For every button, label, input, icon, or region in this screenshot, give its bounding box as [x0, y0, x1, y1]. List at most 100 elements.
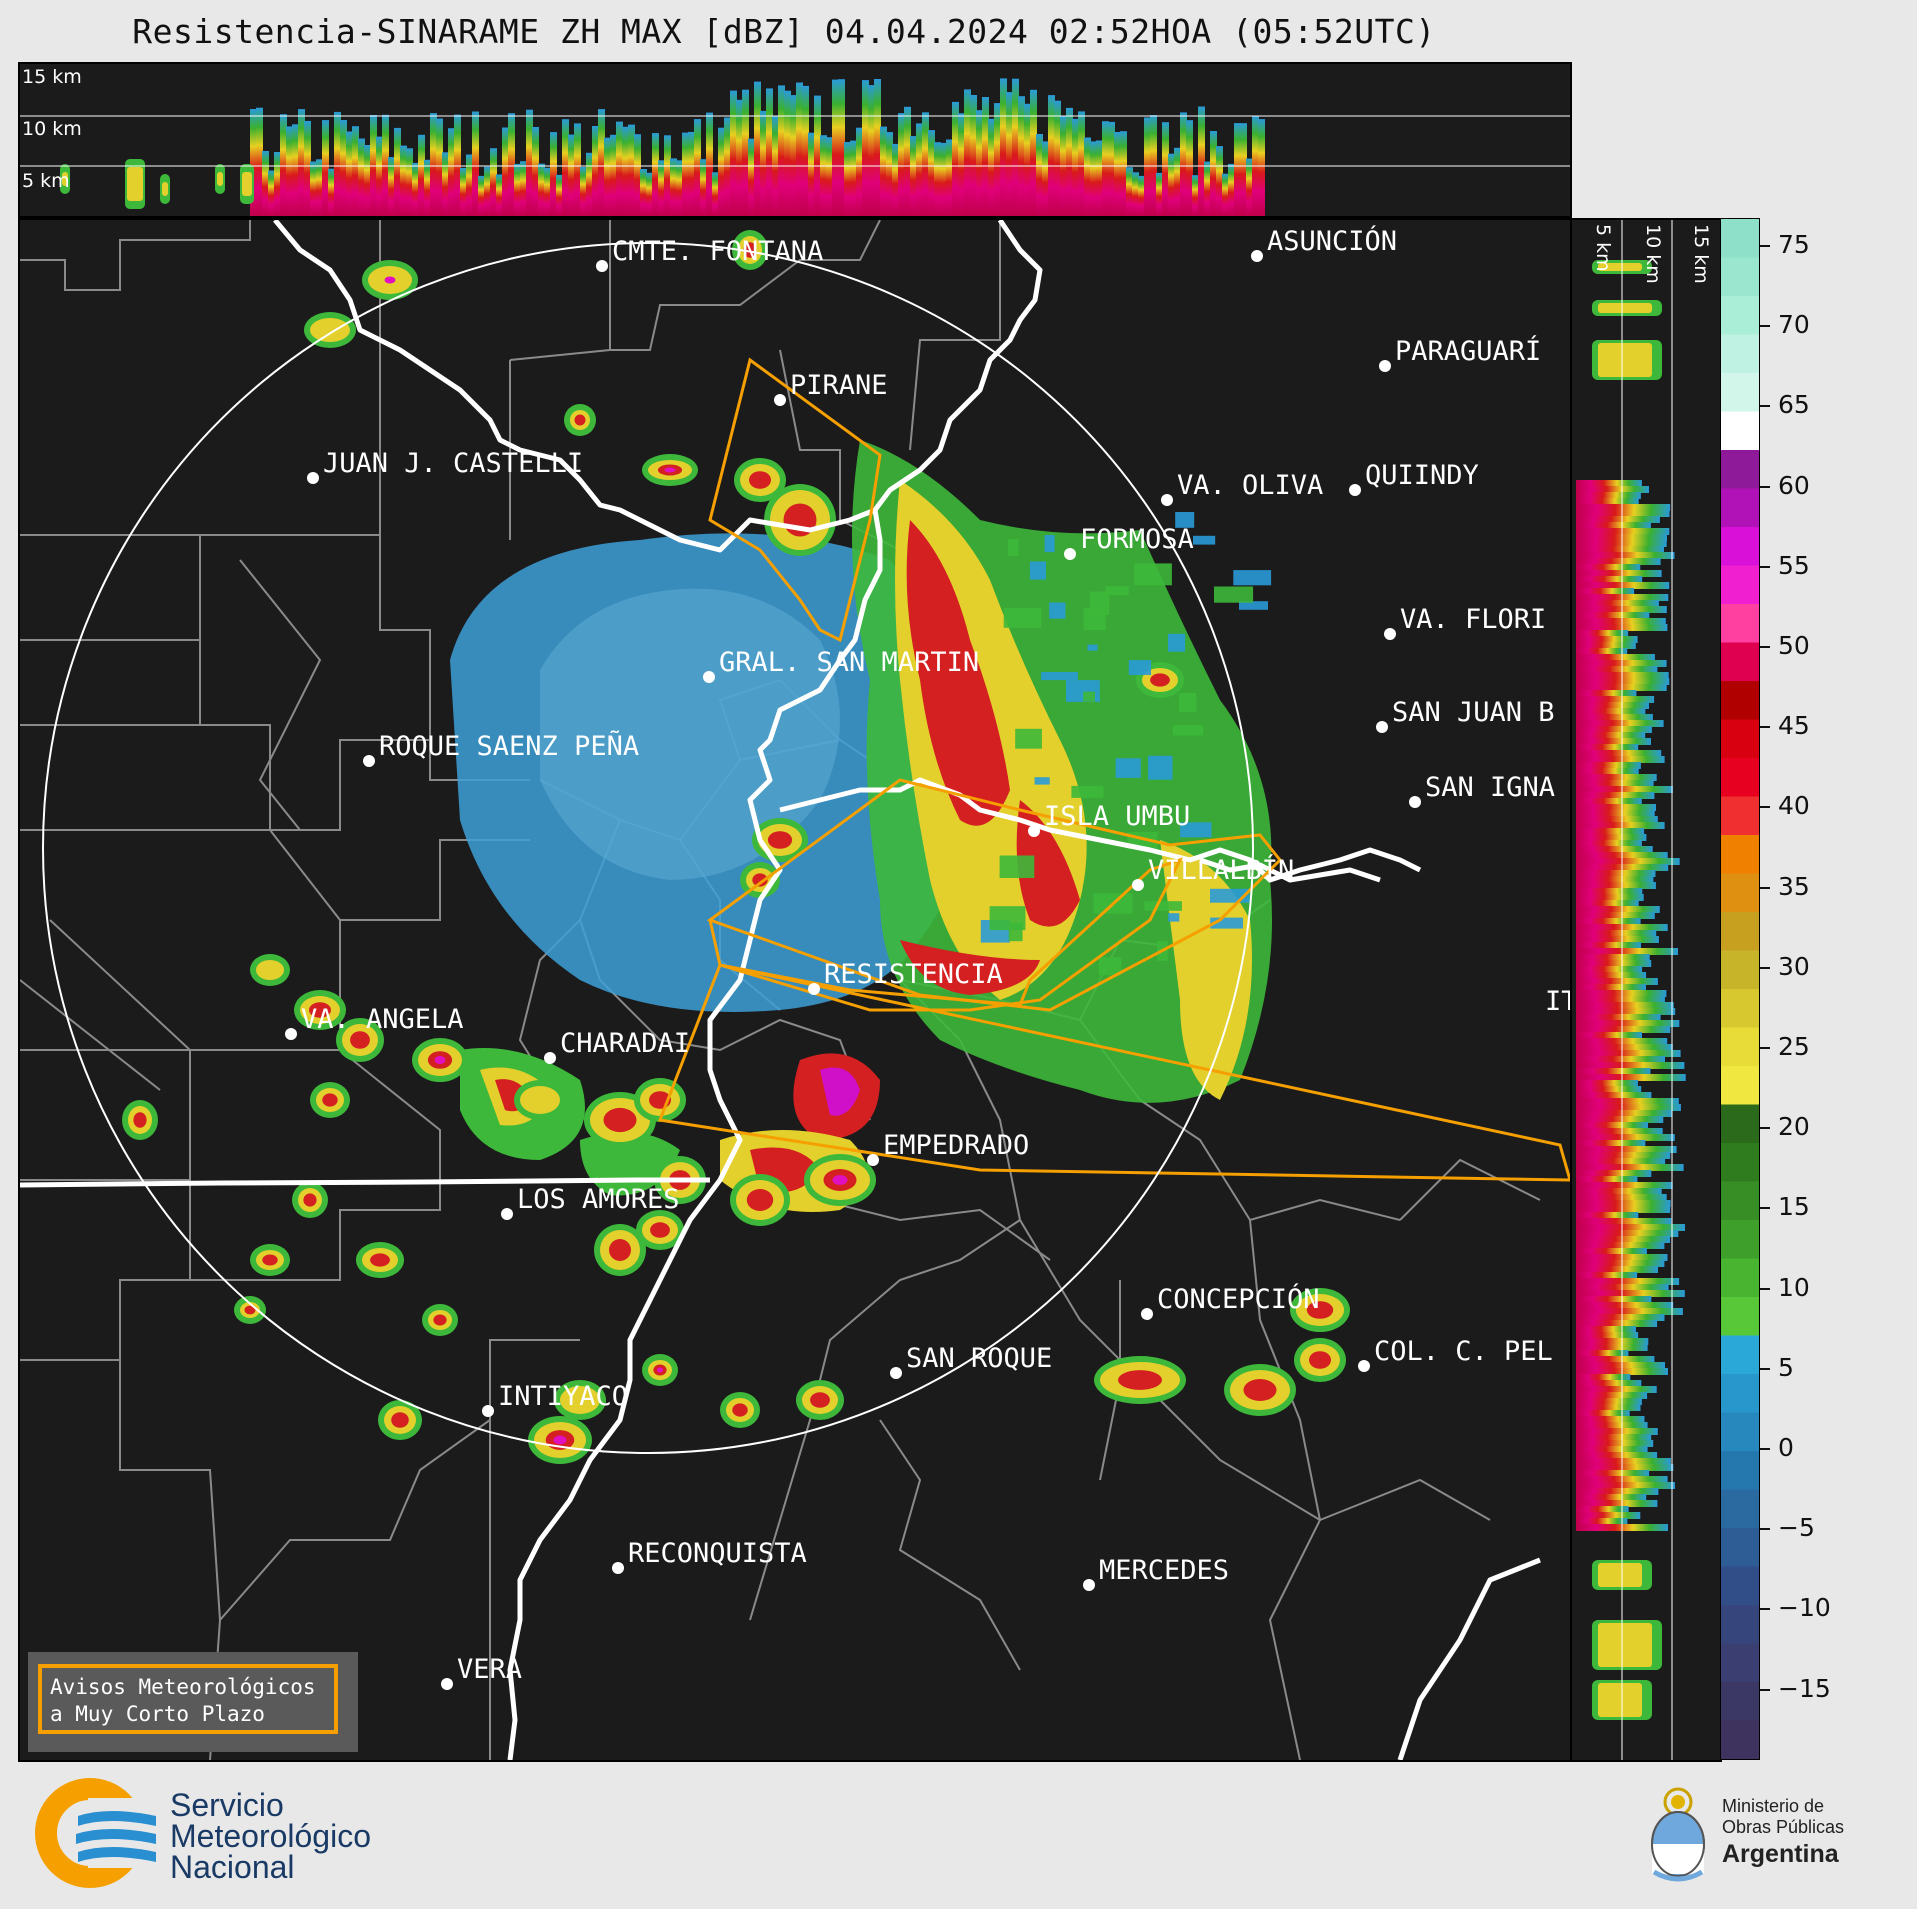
city-va-oliva: VA. OLIVA [1161, 470, 1323, 506]
city-mercedes: MERCEDES [1083, 1555, 1229, 1591]
svg-text:SAN IGNA: SAN IGNA [1425, 772, 1555, 803]
city-labels: CMTE. FONTANA ASUNCIÓN PIRANE PARAGUARÍ JUAN… [285, 225, 1570, 1690]
range-ring [42, 242, 1254, 1454]
colorbar-tick: 30 [1760, 952, 1810, 981]
colorbar-tick: 5 [1760, 1353, 1794, 1382]
svg-text:VA. FLORI: VA. FLORI [1400, 604, 1546, 635]
svg-text:ISLA UMBU: ISLA UMBU [1044, 801, 1190, 832]
side-level-15km: 15 km [1690, 224, 1712, 284]
svg-text:ASUNCIÓN: ASUNCIÓN [1267, 225, 1397, 257]
city-paraguar-: PARAGUARÍ [1379, 335, 1541, 372]
colorbar-tick: 25 [1760, 1032, 1810, 1061]
map-title: Resistencia-SINARAME ZH MAX [dBZ] 04.04.… [132, 12, 1436, 51]
smn-logo-line1: Servicio [170, 1787, 284, 1823]
reflectivity-echoes [122, 230, 1350, 1464]
city-reconquista: RECONQUISTA [612, 1538, 807, 1574]
svg-text:ROQUE SAENZ PEÑA: ROQUE SAENZ PEÑA [379, 730, 639, 762]
ministry-logo-line3: Argentina [1722, 1840, 1839, 1868]
colorbar-tick: 20 [1760, 1112, 1810, 1141]
svg-text:SAN JUAN B: SAN JUAN B [1392, 697, 1555, 728]
warning-legend: Avisos Meteorológicos a Muy Corto Plazo [28, 1652, 358, 1752]
colorbar-tick: 75 [1760, 230, 1810, 259]
warning-legend-line1: Avisos Meteorológicos [50, 1675, 316, 1699]
city-san-juan-b: SAN JUAN B [1376, 697, 1555, 733]
svg-text:LOS AMORES: LOS AMORES [517, 1184, 680, 1215]
colorbar-tick: −5 [1760, 1513, 1815, 1542]
colorbar-tick: 65 [1760, 390, 1810, 419]
side-level-10km: 10 km [1642, 224, 1664, 284]
city-san-igna: SAN IGNA [1409, 772, 1555, 808]
smn-logo-icon [35, 1778, 158, 1888]
top-level-10km: 10 km [22, 118, 82, 140]
colorbar-tick: 45 [1760, 711, 1810, 740]
city-vera: VERA [441, 1654, 522, 1690]
colorbar-tick: 40 [1760, 791, 1810, 820]
warning-legend-line2: a Muy Corto Plazo [50, 1702, 265, 1726]
svg-text:COL. C. PEL: COL. C. PEL [1374, 1336, 1553, 1367]
smn-logo-line3: Nacional [170, 1849, 295, 1885]
city-col-c-pel: COL. C. PEL [1358, 1336, 1553, 1372]
svg-text:SAN ROQUE: SAN ROQUE [906, 1343, 1052, 1374]
city-resistencia: RESISTENCIA [808, 959, 1003, 995]
ministry-logo-line1: Ministerio de [1722, 1796, 1825, 1816]
city-charadai: CHARADAI [544, 1028, 690, 1064]
smn-logo-line2: Meteorológico [170, 1818, 371, 1854]
colorbar-tick: −15 [1760, 1674, 1831, 1703]
city-formosa: FORMOSA [1064, 524, 1194, 560]
colorbar-tick: 55 [1760, 551, 1810, 580]
ministry-logo: Ministerio de Obras Públicas Argentina [1640, 1782, 1910, 1892]
argentina-coat-of-arms-icon [1651, 1787, 1705, 1882]
city-cmte-fontana: CMTE. FONTANA [596, 236, 823, 272]
city-intiyaco: INTIYACO [482, 1381, 628, 1417]
svg-text:PIRANE: PIRANE [790, 370, 888, 401]
city-roque-saenz-pe-a: ROQUE SAENZ PEÑA [363, 730, 639, 767]
svg-text:GRAL. SAN MARTIN: GRAL. SAN MARTIN [719, 647, 979, 678]
city-quiindy: QUIINDY [1349, 460, 1479, 496]
svg-text:PARAGUARÍ: PARAGUARÍ [1395, 335, 1541, 367]
side-cross-section-plot [1576, 220, 1686, 1760]
svg-text:RECONQUISTA: RECONQUISTA [628, 1538, 807, 1569]
smn-logo: Servicio Meteorológico Nacional [28, 1778, 448, 1888]
city-asunci-n: ASUNCIÓN [1251, 225, 1397, 262]
warning-polygons [657, 357, 1570, 1182]
colorbar-tick: 60 [1760, 471, 1810, 500]
svg-text:VA. ANGELA: VA. ANGELA [301, 1004, 464, 1035]
side-cross-section-panel: 5 km 10 km 15 km [1570, 218, 1722, 1762]
top-level-15km: 15 km [22, 66, 82, 88]
city-gral-san-martin: GRAL. SAN MARTIN [703, 647, 979, 683]
svg-text:FORMOSA: FORMOSA [1080, 524, 1194, 555]
svg-text:RESISTENCIA: RESISTENCIA [824, 959, 1003, 990]
city-san-roque: SAN ROQUE [890, 1343, 1052, 1379]
colorbar-tick: 10 [1760, 1273, 1810, 1302]
svg-text:CMTE. FONTANA: CMTE. FONTANA [612, 236, 823, 267]
city-concepci-n: CONCEPCIÓN [1141, 1283, 1320, 1320]
colorbar-tick: 35 [1760, 872, 1810, 901]
colorbar-tick: 15 [1760, 1192, 1810, 1221]
svg-text:IT: IT [1545, 986, 1570, 1017]
colorbar [1720, 218, 1760, 1760]
top-cross-section-plot [20, 78, 1570, 216]
svg-text:VERA: VERA [457, 1654, 522, 1685]
radar-map-panel: CMTE. FONTANA ASUNCIÓN PIRANE PARAGUARÍ JUAN… [18, 218, 1572, 1762]
city-juan-j-castelli: JUAN J. CASTELLI [307, 448, 583, 484]
svg-text:MERCEDES: MERCEDES [1099, 1555, 1229, 1586]
svg-text:CONCEPCIÓN: CONCEPCIÓN [1157, 1283, 1320, 1315]
city-villalb-n: VILLALBÍN [1132, 854, 1294, 891]
colorbar-tick: 0 [1760, 1433, 1794, 1462]
city-empedrado: EMPEDRADO [867, 1130, 1029, 1166]
city-isla-umbu: ISLA UMBU [1028, 801, 1190, 837]
city-va-flori: VA. FLORI [1384, 604, 1546, 640]
svg-text:VA. OLIVA: VA. OLIVA [1177, 470, 1323, 501]
city-los-amores: LOS AMORES [501, 1184, 680, 1220]
svg-text:EMPEDRADO: EMPEDRADO [883, 1130, 1029, 1161]
radar-map: CMTE. FONTANA ASUNCIÓN PIRANE PARAGUARÍ JUAN… [20, 220, 1570, 1760]
top-cross-section-panel: 15 km 10 km 5 km [18, 62, 1572, 218]
colorbar-tick: 50 [1760, 631, 1810, 660]
svg-text:JUAN J. CASTELLI: JUAN J. CASTELLI [323, 448, 583, 479]
city-it: IT [1545, 986, 1570, 1017]
colorbar-tick: −10 [1760, 1593, 1831, 1622]
svg-text:CHARADAI: CHARADAI [560, 1028, 690, 1059]
svg-text:INTIYACO: INTIYACO [498, 1381, 628, 1412]
svg-text:VILLALBÍN: VILLALBÍN [1148, 854, 1294, 886]
top-level-5km: 5 km [22, 170, 70, 192]
